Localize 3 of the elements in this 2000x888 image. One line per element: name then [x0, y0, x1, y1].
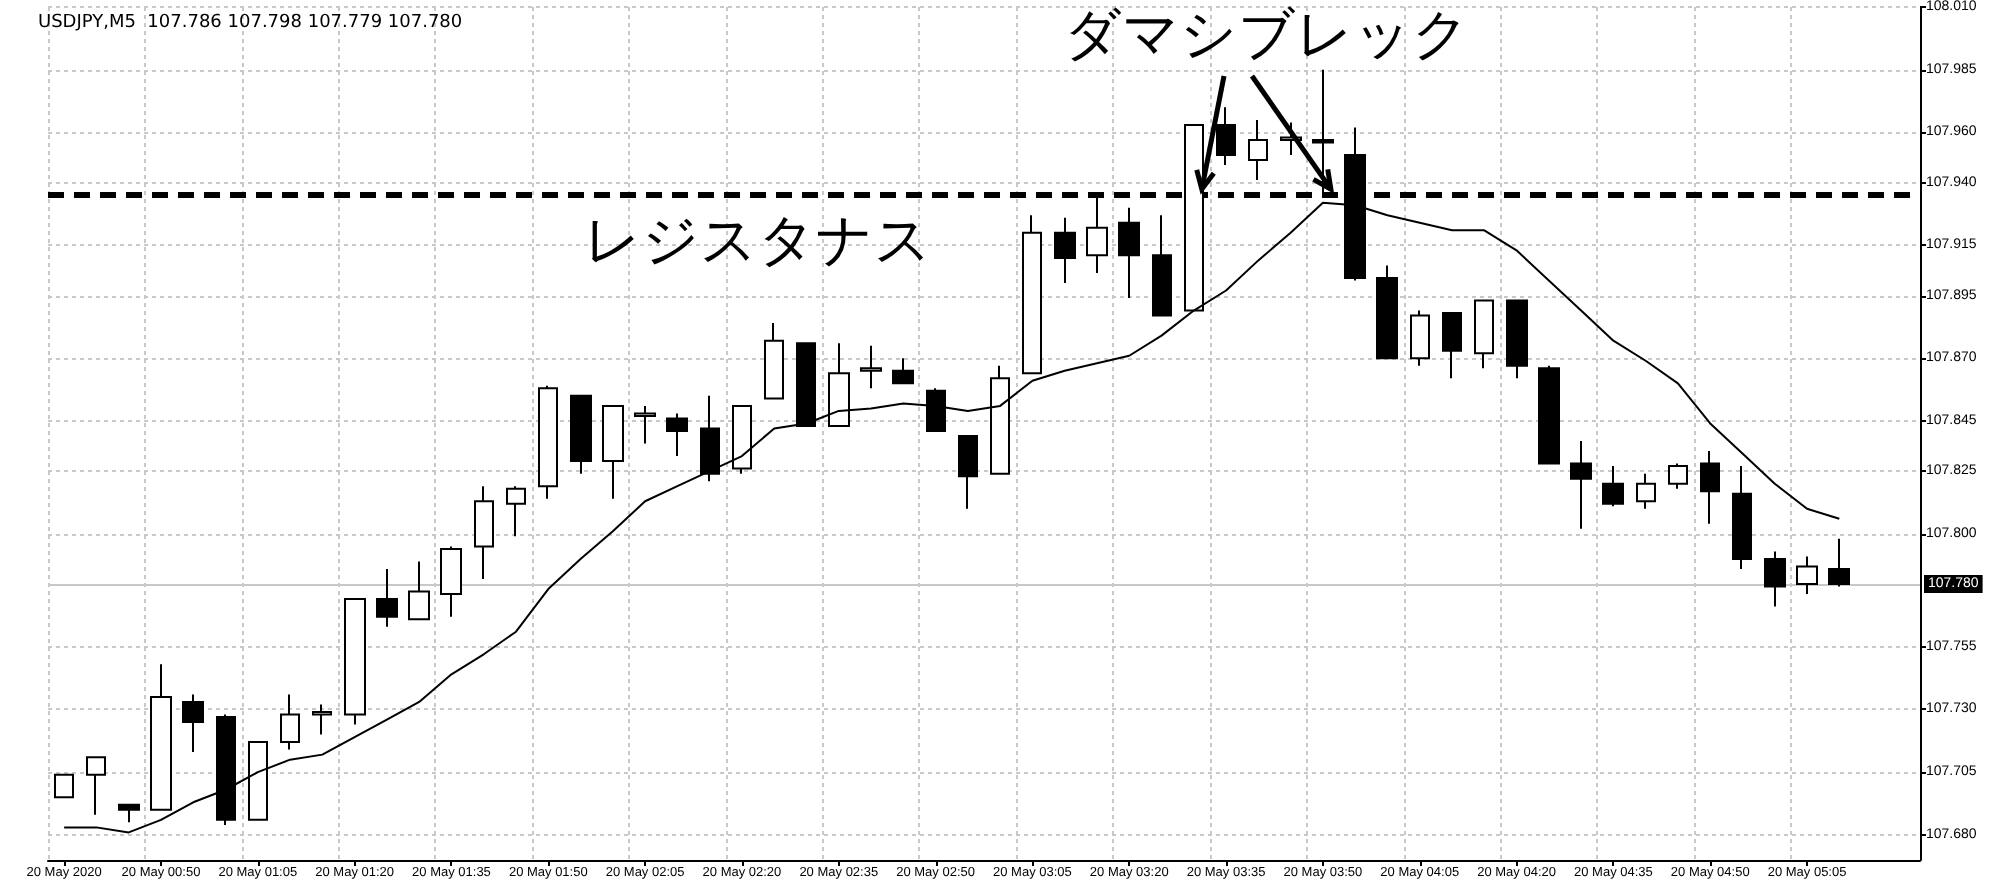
- annotation: ダマシブレック: [1064, 1, 1470, 67]
- annotation: レジスタナス: [584, 207, 932, 273]
- chart-title: USDJPY,M5 107.786 107.798 107.779 107.780: [38, 13, 463, 33]
